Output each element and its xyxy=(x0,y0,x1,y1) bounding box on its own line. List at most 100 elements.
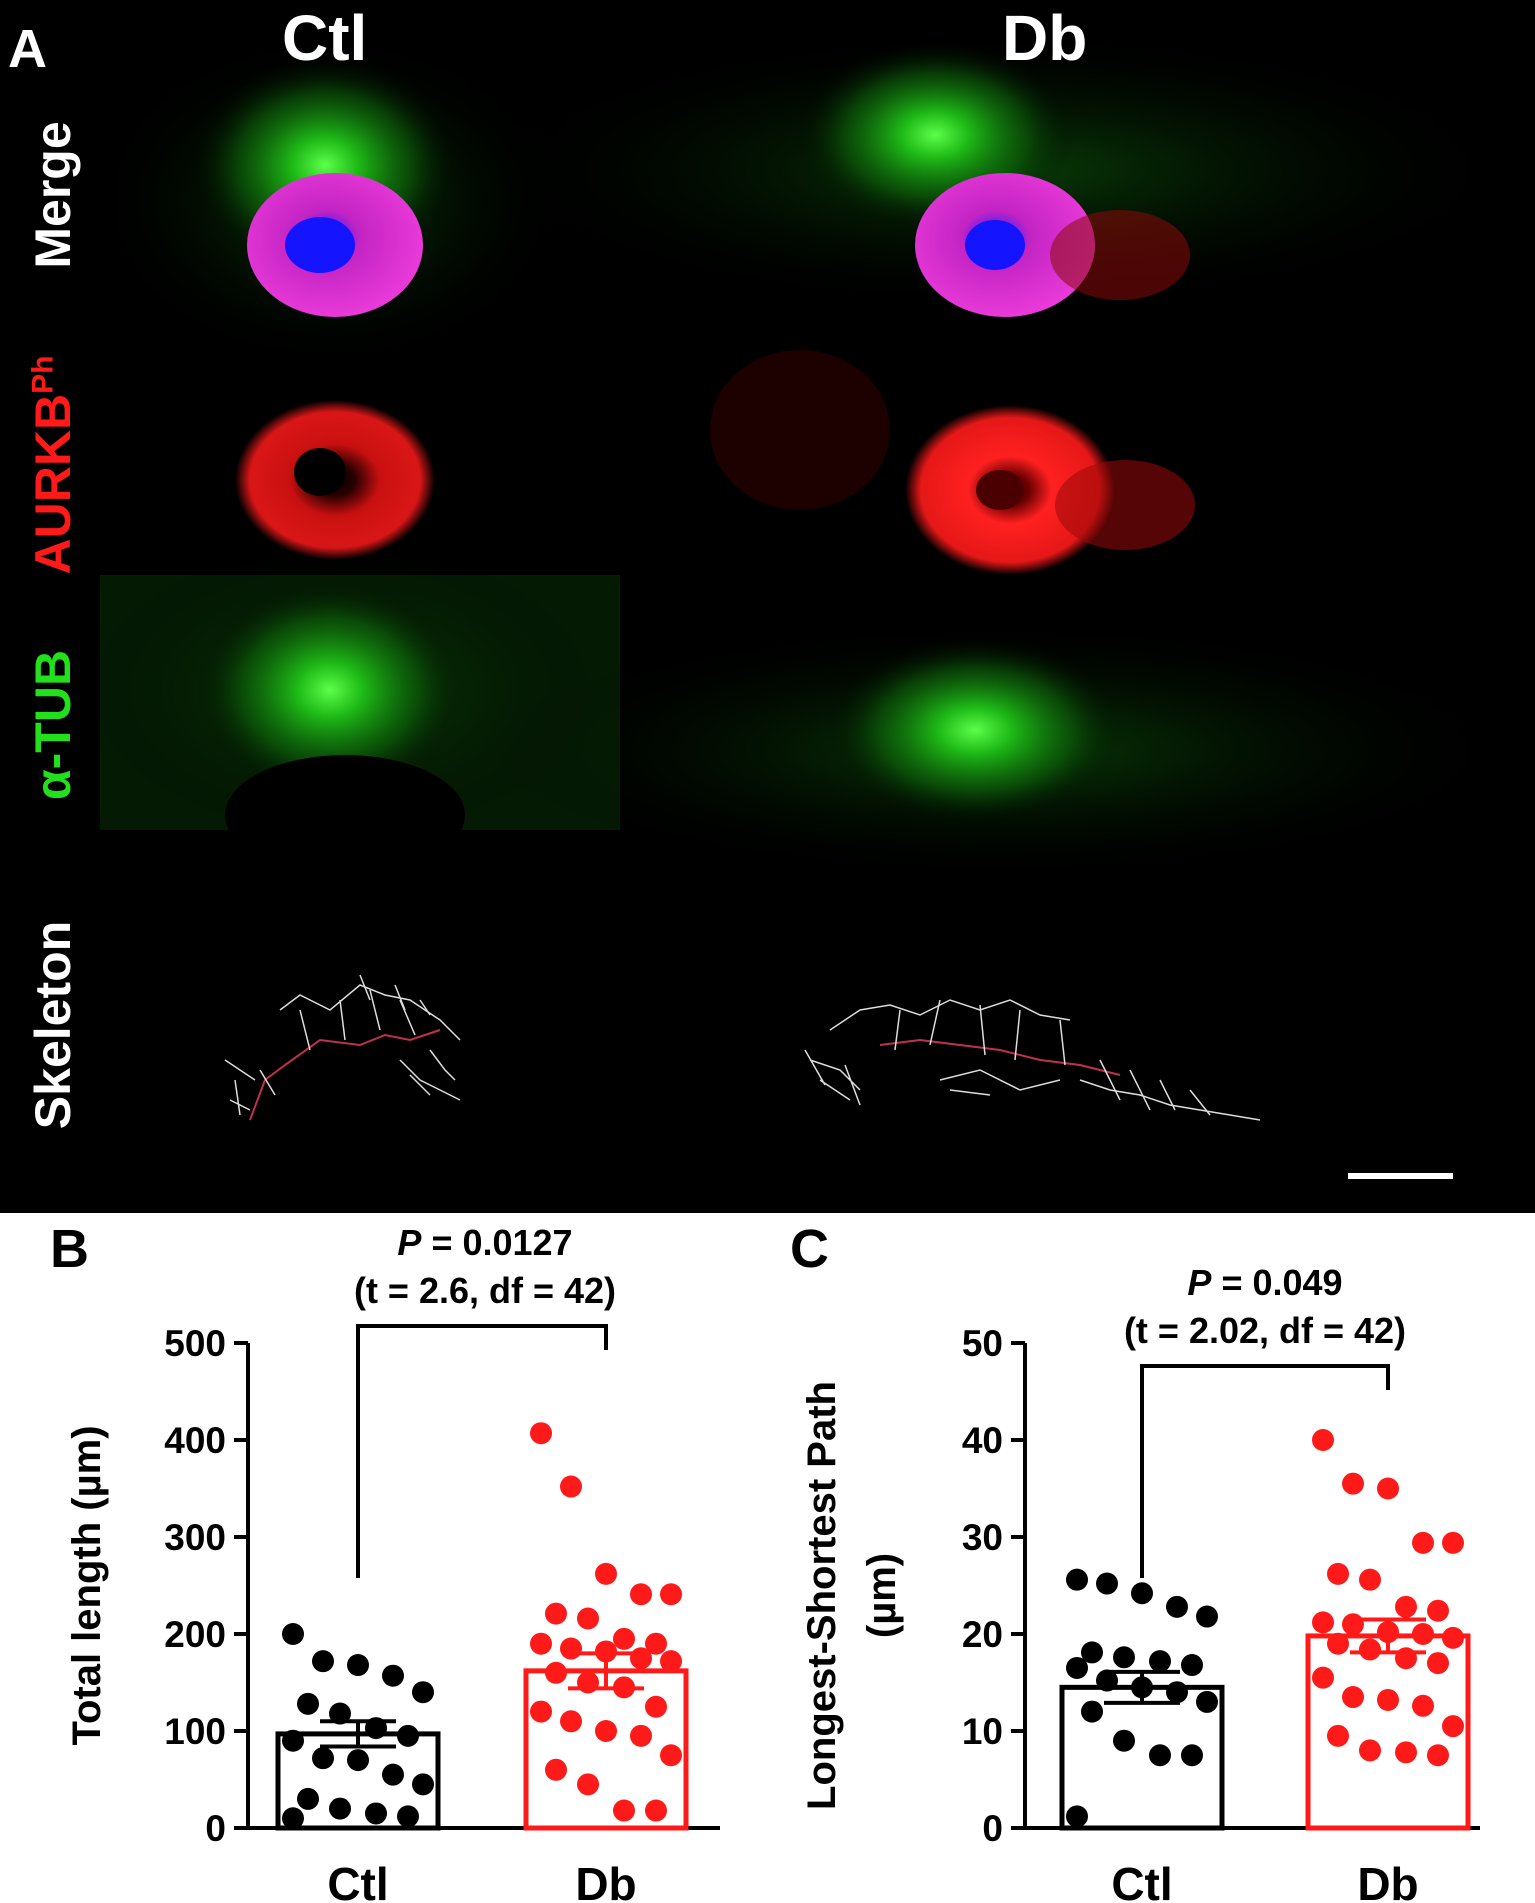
data-point-db xyxy=(1427,1652,1449,1675)
data-point-db xyxy=(1395,1595,1417,1618)
data-point-db xyxy=(1442,1531,1464,1554)
data-point-ctl xyxy=(397,1724,419,1747)
data-point-db xyxy=(595,1640,617,1663)
stat-p-number: = 0.049 xyxy=(1211,1262,1342,1303)
data-point-ctl xyxy=(1131,1676,1153,1699)
significance-bracket xyxy=(356,1324,608,1578)
data-point-db xyxy=(530,1700,552,1723)
row-label-merge: Merge xyxy=(25,121,81,269)
data-point-db xyxy=(560,1475,582,1498)
data-point-db xyxy=(1327,1562,1349,1585)
panel-b-letter: B xyxy=(50,1219,89,1279)
data-point-db xyxy=(1359,1568,1381,1591)
significance-bracket xyxy=(1140,1364,1390,1578)
db-skeleton-image xyxy=(804,999,1261,1121)
data-point-ctl xyxy=(1181,1654,1203,1677)
microscopy-panel: A Ctl Db Merge AURKBPh α-TUB Skeleton xyxy=(0,0,1535,1213)
data-point-db xyxy=(630,1647,652,1670)
row-label-skeleton: Skeleton xyxy=(25,920,81,1130)
data-point-ctl xyxy=(1096,1572,1118,1595)
data-point-ctl xyxy=(365,1717,387,1740)
data-point-ctl xyxy=(329,1797,351,1820)
data-point-db xyxy=(613,1676,635,1699)
y-axis-label-line2: (µm) xyxy=(860,1553,904,1638)
column-title-db: Db xyxy=(1002,2,1088,74)
stat-t-test: (t = 2.6, df = 42) xyxy=(354,1270,616,1311)
data-point-ctl xyxy=(1131,1582,1153,1605)
data-point-ctl xyxy=(312,1650,334,1673)
data-point-ctl xyxy=(397,1805,419,1828)
row-label-aurkb: AURKBPh xyxy=(25,355,81,575)
stat-p-value: P = 0.049 xyxy=(1187,1262,1342,1303)
data-point-ctl xyxy=(282,1807,304,1830)
data-point-ctl xyxy=(412,1681,434,1704)
data-point-ctl xyxy=(297,1787,319,1810)
data-point-db xyxy=(545,1661,567,1684)
data-point-db xyxy=(1412,1623,1434,1645)
data-point-ctl xyxy=(1081,1641,1103,1664)
row-label-aurkb-text: AURKB xyxy=(25,393,81,575)
data-point-ctl xyxy=(1166,1595,1188,1618)
stat-p-value: P = 0.0127 xyxy=(397,1222,572,1263)
panel-a-letter: A xyxy=(8,19,47,79)
chart-total-length: 0 100 200 300 400 500 Total length (µm) Ctl Db P … xyxy=(65,1222,720,1903)
data-point-db xyxy=(1312,1666,1334,1689)
data-point-ctl xyxy=(297,1692,319,1715)
panel-c-letter: C xyxy=(790,1219,829,1279)
data-point-ctl xyxy=(1196,1690,1218,1713)
data-point-db xyxy=(1377,1621,1399,1644)
y-tick-label: 40 xyxy=(962,1420,1003,1461)
data-point-db xyxy=(545,1758,567,1781)
data-point-ctl xyxy=(365,1802,387,1825)
y-tick-label: 20 xyxy=(962,1614,1003,1655)
data-point-db xyxy=(1427,1599,1449,1622)
data-point-ctl xyxy=(1113,1646,1135,1669)
data-point-ctl xyxy=(382,1763,404,1786)
data-point-db xyxy=(1312,1611,1334,1634)
data-point-ctl xyxy=(1166,1681,1188,1704)
data-point-ctl xyxy=(412,1773,434,1796)
y-axis-label: Total length (µm) xyxy=(65,1425,109,1745)
data-point-db xyxy=(1442,1626,1464,1649)
ctl-aurkb-image xyxy=(235,400,435,560)
row-label-aurkb-sup: Ph xyxy=(26,355,60,394)
chart-longest-shortest-path: 0 10 20 30 40 50 Longest-Shortest Path (µm) Ctl D… xyxy=(800,1262,1480,1903)
ctl-skeleton-image xyxy=(224,974,461,1121)
x-tick-label-ctl: Ctl xyxy=(1111,1858,1172,1903)
x-tick-label-ctl: Ctl xyxy=(327,1858,388,1903)
db-tub-image xyxy=(480,620,1520,880)
data-point-db xyxy=(1377,1688,1399,1711)
data-point-db xyxy=(645,1695,667,1718)
data-point-db xyxy=(530,1422,552,1445)
data-point-ctl xyxy=(1149,1744,1171,1767)
stat-p-symbol: P xyxy=(1187,1262,1212,1303)
y-tick-label: 500 xyxy=(164,1323,226,1364)
data-point-db xyxy=(1427,1744,1449,1767)
data-point-db xyxy=(595,1562,617,1585)
data-point-db xyxy=(530,1632,552,1655)
data-point-ctl xyxy=(1196,1605,1218,1628)
data-point-db xyxy=(560,1710,582,1733)
data-point-db xyxy=(1442,1715,1464,1738)
data-point-db xyxy=(613,1627,635,1650)
column-title-ctl: Ctl xyxy=(282,2,368,74)
data-point-db xyxy=(1412,1531,1434,1554)
data-point-db xyxy=(660,1583,682,1606)
data-point-db xyxy=(630,1724,652,1747)
data-point-db xyxy=(1377,1477,1399,1500)
data-point-db xyxy=(1359,1739,1381,1762)
data-point-ctl xyxy=(382,1664,404,1687)
data-point-db xyxy=(577,1607,599,1630)
data-point-db xyxy=(1327,1632,1349,1655)
data-point-db xyxy=(660,1744,682,1767)
db-aurkb-image xyxy=(710,350,1195,575)
y-tick-label: 200 xyxy=(164,1614,226,1655)
stat-t-test: (t = 2.02, df = 42) xyxy=(1124,1310,1406,1351)
row-label-tub: α-TUB xyxy=(25,649,81,801)
data-point-ctl xyxy=(1066,1805,1088,1828)
data-point-db xyxy=(1359,1638,1381,1661)
data-point-db xyxy=(1395,1741,1417,1764)
data-point-db xyxy=(577,1671,599,1694)
data-point-ctl xyxy=(1096,1669,1118,1692)
data-point-db xyxy=(630,1583,652,1606)
